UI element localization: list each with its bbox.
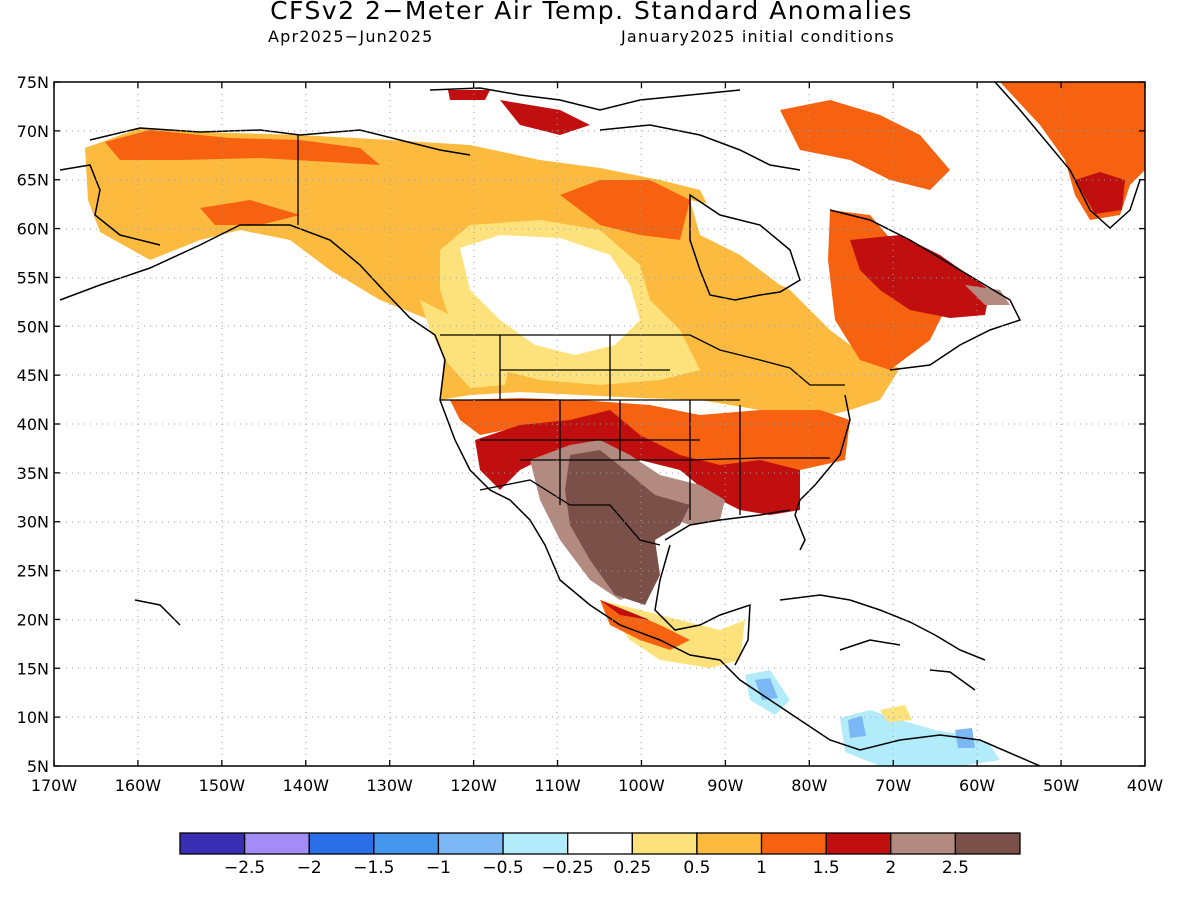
map-title: CFSv2 2−Meter Air Temp. Standard Anomali…: [270, 0, 913, 25]
colorbar-swatch: [373, 832, 440, 855]
colorbar-label: 1: [756, 858, 767, 878]
colorbar-label: −1.5: [353, 858, 394, 878]
colorbar-swatch: [567, 832, 633, 855]
lat-label: 45N: [17, 366, 49, 385]
colorbar-swatch: [696, 832, 763, 855]
lat-label: 40N: [17, 415, 49, 434]
political-borders: [297, 135, 845, 546]
lon-label: 60W: [959, 776, 995, 795]
lon-label: 140W: [283, 776, 330, 795]
lat-label: 25N: [17, 562, 49, 581]
lat-label: 5N: [27, 757, 49, 776]
colorbar-swatch: [179, 832, 246, 855]
colorbar-label: −0.25: [542, 858, 594, 878]
lon-label: 110W: [534, 776, 581, 795]
lon-label: 160W: [115, 776, 162, 795]
lat-label: 65N: [17, 171, 49, 190]
lat-label: 55N: [17, 268, 49, 287]
graticule: [54, 82, 1145, 766]
lat-label: 35N: [17, 464, 49, 483]
colorbar-label: 1.5: [813, 858, 840, 878]
colorbar-swatch: [890, 832, 957, 855]
axis-ticks: [53, 81, 1146, 767]
lon-label: 170W: [31, 776, 78, 795]
lat-label: 20N: [17, 610, 49, 629]
colorbar-swatch: [631, 832, 698, 855]
colorbar-label: 2.5: [942, 858, 969, 878]
colorbar-swatch: [243, 832, 310, 855]
colorbar-swatch: [308, 832, 375, 855]
forecast-period: Apr2025−Jun2025: [268, 27, 434, 46]
lon-label: 100W: [618, 776, 665, 795]
colorbar-label: −0.5: [482, 858, 523, 878]
colorbar-labels: −2.5 −2 −1.5 −1 −0.5 −0.25 0.25 0.5 1 1.5 2 2.5: [224, 858, 969, 878]
coastlines: [59, 82, 1141, 766]
colorbar: [179, 832, 1021, 855]
lat-label: 10N: [17, 708, 49, 727]
colorbar-label: −1: [426, 858, 451, 878]
colorbar-swatch: [954, 832, 1021, 855]
colorbar-swatch: [825, 832, 892, 855]
lat-label: 30N: [17, 513, 49, 532]
lon-label: 150W: [199, 776, 246, 795]
colorbar-label: 0.5: [683, 858, 710, 878]
lon-label: 70W: [875, 776, 911, 795]
colorbar-swatch: [502, 832, 569, 855]
lon-label: 40W: [1127, 776, 1163, 795]
colorbar-swatch: [760, 832, 827, 855]
lat-label: 75N: [17, 73, 49, 92]
colorbar-label: −2.5: [224, 858, 265, 878]
colorbar-swatch: [437, 832, 504, 855]
colorbar-label: −2: [297, 858, 322, 878]
lat-label: 50N: [17, 317, 49, 336]
lat-label: 70N: [17, 122, 49, 141]
anomaly-fill: [85, 82, 1145, 766]
latitude-labels: 75N 70N 65N 60N 55N 50N 45N 40N 35N 30N 25N 20N 15N 1…: [17, 73, 49, 776]
lon-label: 130W: [367, 776, 414, 795]
lon-label: 80W: [791, 776, 827, 795]
lon-label: 50W: [1043, 776, 1079, 795]
lon-label: 120W: [450, 776, 497, 795]
lat-label: 15N: [17, 659, 49, 678]
longitude-labels: 170W 160W 150W 140W 130W 120W 110W 100W 90W 80W 70…: [31, 776, 1163, 795]
colorbar-label: 2: [885, 858, 896, 878]
lon-label: 90W: [707, 776, 743, 795]
lat-label: 60N: [17, 220, 49, 239]
initial-conditions: January2025 initial conditions: [621, 27, 895, 46]
colorbar-label: 0.25: [613, 858, 651, 878]
